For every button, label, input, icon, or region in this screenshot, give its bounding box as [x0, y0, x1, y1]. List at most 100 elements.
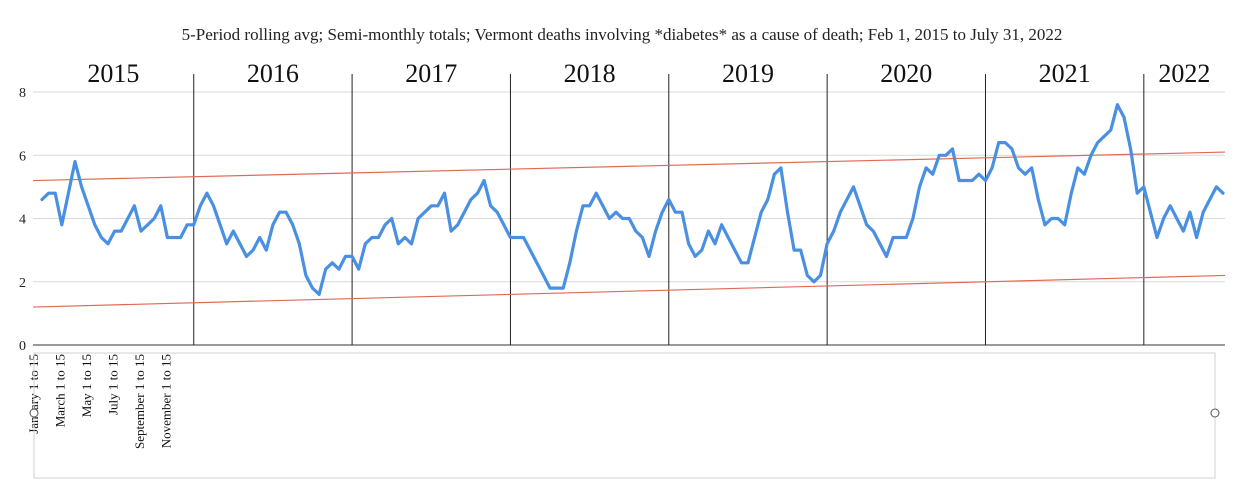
data-point	[198, 204, 202, 208]
data-point	[1182, 229, 1185, 233]
x-tick-label: November 1 to 15	[159, 354, 174, 448]
data-point	[1109, 128, 1113, 132]
range-handle-left[interactable]	[29, 408, 39, 418]
x-tick-label: September 1 to 15	[132, 354, 147, 449]
data-point	[410, 242, 413, 246]
data-point	[106, 242, 110, 246]
data-point	[258, 236, 262, 239]
data-point	[80, 185, 83, 189]
data-point	[132, 204, 136, 208]
data-point	[786, 210, 789, 214]
data-point	[1201, 210, 1205, 214]
data-point	[449, 229, 453, 233]
y-tick-label: 6	[19, 149, 26, 164]
data-point	[271, 223, 275, 227]
data-point	[594, 191, 598, 195]
data-point	[977, 172, 981, 176]
data-point	[1010, 147, 1014, 151]
data-point	[680, 210, 684, 214]
data-point	[99, 236, 103, 239]
data-point	[469, 198, 473, 201]
data-point	[515, 236, 519, 239]
chart-title: 5-Period rolling avg; Semi-monthly total…	[182, 25, 1063, 44]
y-tick-label: 8	[19, 86, 26, 101]
data-point	[231, 229, 235, 233]
data-point	[212, 204, 215, 208]
data-point	[647, 255, 651, 258]
data-point	[575, 229, 578, 233]
data-point	[509, 236, 512, 239]
data-point	[1129, 147, 1133, 151]
data-point	[687, 242, 690, 246]
data-point	[337, 267, 341, 271]
data-point	[311, 286, 314, 290]
year-label: 2017	[405, 59, 457, 88]
data-point	[733, 248, 737, 252]
data-point	[845, 198, 849, 201]
year-label: 2015	[87, 59, 139, 88]
range-selector[interactable]	[33, 352, 1216, 479]
data-point	[918, 185, 921, 189]
data-point	[357, 267, 361, 271]
data-point	[47, 191, 50, 195]
data-point	[284, 210, 288, 214]
data-point	[805, 274, 809, 277]
data-point	[205, 191, 209, 195]
data-point	[423, 210, 427, 214]
trend-line	[32, 274, 1226, 308]
data-point	[1083, 172, 1086, 176]
data-point	[522, 236, 526, 239]
data-point	[1003, 141, 1007, 145]
data-point	[548, 286, 552, 290]
data-point	[964, 179, 968, 182]
y-tick-label: 2	[19, 276, 26, 291]
data-point	[278, 210, 281, 214]
data-point	[1069, 191, 1073, 195]
data-point	[1050, 217, 1053, 220]
data-point	[126, 217, 130, 220]
data-point	[377, 236, 380, 239]
data-point	[766, 198, 770, 201]
data-point	[383, 223, 387, 227]
data-point	[330, 261, 334, 265]
data-point	[456, 223, 460, 227]
data-point	[185, 223, 189, 227]
data-point	[251, 248, 255, 252]
year-label: 2018	[564, 59, 616, 88]
y-tick-label: 4	[19, 213, 26, 228]
data-point	[852, 185, 855, 189]
data-point	[627, 217, 631, 220]
data-point	[601, 204, 605, 208]
data-point	[871, 229, 875, 233]
data-point	[152, 217, 156, 220]
data-point	[726, 236, 730, 239]
data-point	[1149, 210, 1152, 214]
data-point	[1215, 185, 1218, 189]
data-point	[60, 223, 64, 227]
data-point	[1023, 172, 1027, 176]
data-point	[1102, 134, 1106, 138]
data-point	[588, 204, 592, 208]
year-label: 2022	[1158, 59, 1210, 88]
data-point	[1208, 198, 1212, 201]
data-point	[139, 229, 143, 233]
data-point	[93, 223, 97, 227]
data-point	[937, 153, 941, 157]
data-point	[931, 172, 935, 176]
data-point	[819, 274, 822, 277]
data-point	[832, 229, 836, 233]
year-label: 2020	[880, 59, 932, 88]
data-point	[1142, 185, 1146, 189]
data-point	[1155, 236, 1159, 239]
range-handle-right[interactable]	[1210, 408, 1220, 418]
data-point	[528, 248, 532, 252]
data-point	[924, 166, 928, 170]
data-point	[317, 293, 321, 296]
data-point	[1089, 153, 1093, 157]
data-point	[667, 198, 671, 201]
data-point	[911, 217, 915, 220]
data-point	[146, 223, 149, 227]
data-point	[581, 204, 585, 208]
data-point	[344, 255, 347, 258]
data-point	[898, 236, 902, 239]
